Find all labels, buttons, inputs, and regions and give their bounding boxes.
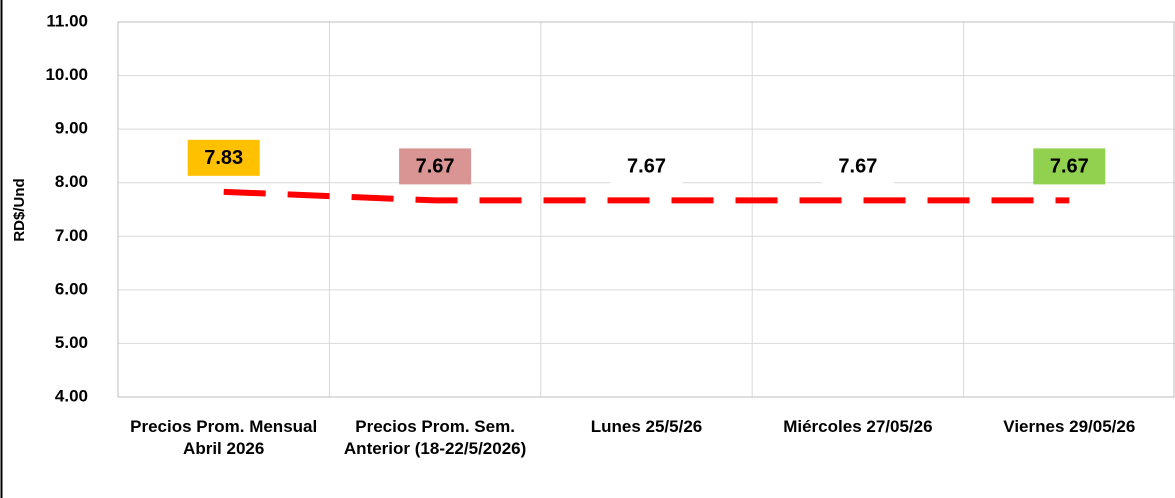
data-label-box [610,148,683,185]
data-label-box [399,148,472,185]
y-tick-label: 11.00 [46,11,88,30]
y-tick-label: 6.00 [55,279,88,298]
y-tick-label: 8.00 [55,172,88,191]
data-label-box [1033,148,1106,185]
data-label: 7.67 [838,156,877,178]
data-label: 7.67 [416,156,455,178]
y-tick-label: 4.00 [55,386,88,405]
data-label: 7.83 [204,147,243,169]
y-tick-label: 9.00 [55,119,88,138]
data-label-box [187,139,260,176]
y-tick-label: 10.00 [45,65,88,84]
data-label: 7.67 [1050,156,1089,178]
data-label-box [821,148,894,185]
y-tick-label: 5.00 [55,333,88,352]
x-tick-label: Precios Prom. Sem. Anterior (18-22/5/202… [343,417,527,458]
x-tick-label: Precios Prom. Mensual Abril 2026 [130,417,318,458]
data-label: 7.67 [627,156,666,178]
plot-border [117,21,1175,398]
line [223,188,1070,204]
x-tick-label: Lunes 25/5/26 [590,417,703,436]
y-axis-label: RD$/Und [11,178,28,241]
x-tick-label: Miércoles 27/05/26 [783,417,933,436]
y-tick-label: 7.00 [55,226,88,245]
x-tick-label: Viernes 29/05/26 [1003,417,1136,436]
